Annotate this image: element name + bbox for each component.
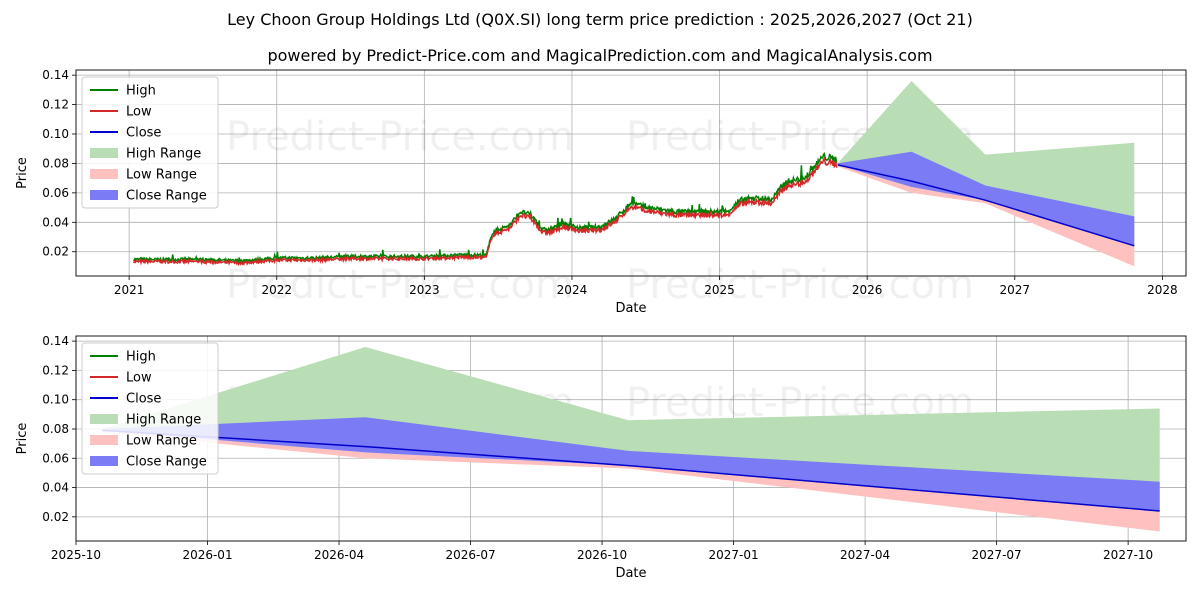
watermark-text: Predict-Price.com — [226, 114, 574, 160]
y-tick-label: 0.02 — [42, 245, 69, 259]
chart-panel-2: Predict-Price.comPredict-Price.com2025-1… — [15, 334, 1187, 581]
legend-high-label: High — [126, 350, 156, 365]
legend-low-range-label: Low Range — [126, 168, 197, 183]
y-tick-label: 0.08 — [42, 422, 69, 436]
x-tick-label: 2028 — [1147, 283, 1178, 297]
x-tick-label: 2025 — [704, 283, 735, 297]
x-tick-label: 2027 — [1000, 283, 1031, 297]
legend-high-range-swatch — [90, 148, 118, 158]
legend-low-range-swatch — [90, 169, 118, 179]
legend-high-range-label: High Range — [126, 413, 201, 428]
legend-close-range-label: Close Range — [126, 189, 207, 204]
x-tick-label: 2026-01 — [182, 548, 232, 562]
chart-panel-1: Predict-Price.com Predict-Price.com Predic… — [15, 68, 1187, 316]
legend-low-range-swatch — [90, 435, 118, 445]
legend-close-label: Close — [126, 126, 161, 141]
low-series-line — [132, 156, 838, 266]
x-tick-label: 2027-10 — [1103, 548, 1153, 562]
watermark-text: Predict-Price.com — [626, 262, 974, 308]
y-tick-label: 0.10 — [42, 127, 69, 141]
x-tick-label: 2021 — [114, 283, 145, 297]
legend-close-range-label: Close Range — [126, 455, 207, 470]
y-tick-label: 0.06 — [42, 451, 69, 465]
y-tick-label: 0.14 — [42, 334, 69, 348]
y-tick-label: 0.02 — [42, 510, 69, 524]
close-range-area — [837, 151, 1135, 246]
y-tick-label: 0.12 — [42, 363, 69, 377]
y-tick-label: 0.08 — [42, 156, 69, 170]
y-tick-label: 0.04 — [42, 215, 69, 229]
low-range-area — [837, 164, 1135, 267]
x-tick-label: 2027-07 — [972, 548, 1022, 562]
chart-title: Ley Choon Group Holdings Ltd (Q0X.SI) lo… — [227, 10, 973, 29]
watermark-text: Predict-Price.com — [226, 262, 574, 308]
y-axis-label: Price — [15, 423, 30, 455]
y-tick-label: 0.14 — [42, 68, 69, 82]
x-tick-label: 2026-10 — [577, 548, 627, 562]
x-tick-label: 2026-04 — [314, 548, 364, 562]
close-range-area — [102, 417, 1160, 511]
x-tick-label: 2025-10 — [51, 548, 101, 562]
plot-area — [102, 347, 1160, 532]
legend-close-label: Close — [126, 392, 161, 407]
y-tick-label: 0.04 — [42, 481, 69, 495]
x-tick-label: 2022 — [261, 283, 292, 297]
y-axis-label: Price — [15, 157, 30, 189]
legend-high-range-swatch — [90, 414, 118, 424]
x-tick-label: 2026 — [852, 283, 883, 297]
legend-low-range-label: Low Range — [126, 434, 197, 449]
x-tick-label: 2023 — [409, 283, 440, 297]
y-tick-label: 0.12 — [42, 98, 69, 112]
x-tick-label: 2027-01 — [709, 548, 759, 562]
legend: High Low Close High Range Low Range Close Ran… — [81, 342, 219, 475]
close-series-line — [837, 164, 1135, 247]
chart-subtitle: powered by Predict-Price.com and Magical… — [267, 46, 933, 65]
x-tick-label: 2024 — [557, 283, 588, 297]
legend-low-label: Low — [126, 371, 152, 386]
x-axis-label: Date — [615, 566, 646, 581]
legend-high-label: High — [126, 84, 156, 99]
legend-high-range-label: High Range — [126, 147, 201, 162]
legend: High Low Close High Range Low Range Close Ran… — [81, 76, 219, 209]
y-tick-label: 0.06 — [42, 186, 69, 200]
y-tick-label: 0.10 — [42, 393, 69, 407]
legend-low-label: Low — [126, 105, 152, 120]
close-series-line — [102, 429, 1160, 512]
axes-frame — [75, 335, 1187, 542]
axes-frame — [75, 69, 1187, 277]
legend-close-range-swatch — [90, 190, 118, 200]
high-series-line — [132, 152, 838, 265]
x-tick-label: 2027-04 — [840, 548, 890, 562]
x-axis-label: Date — [615, 301, 646, 316]
x-tick-label: 2026-07 — [445, 548, 495, 562]
legend-close-range-swatch — [90, 456, 118, 466]
plot-area — [132, 81, 1135, 267]
low-range-area — [102, 430, 1160, 532]
